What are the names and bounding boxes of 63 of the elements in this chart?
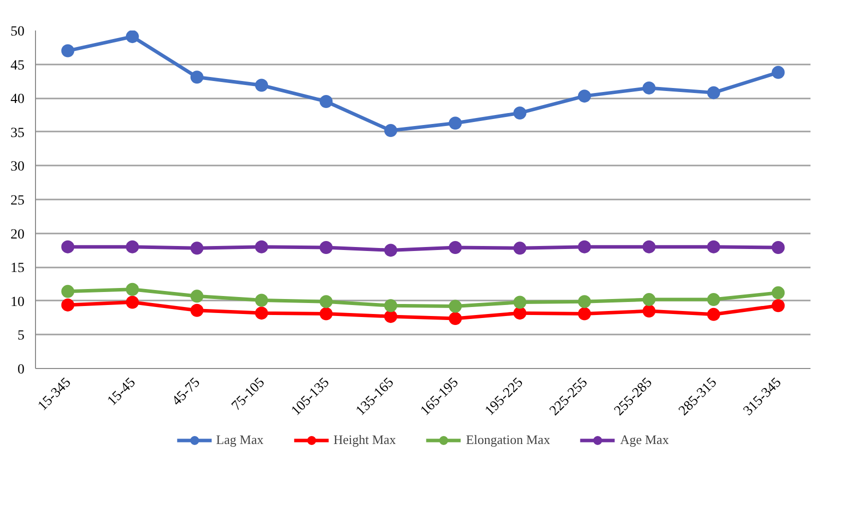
legend-label: Lag Max [216,432,264,448]
y-tick-label: 10 [10,294,24,310]
point [578,240,591,254]
point [448,116,462,130]
point [772,286,785,300]
point [707,240,720,254]
point [320,241,333,254]
point [126,30,139,44]
y-tick-label: 35 [10,126,24,141]
y-tick-label: 15 [10,261,24,276]
point [772,66,785,79]
y-tick-label: 45 [10,58,24,74]
point [448,300,462,313]
point [772,299,785,312]
point [642,293,656,306]
point [320,94,333,108]
point [578,307,591,320]
y-tick-label: 0 [18,362,24,378]
point [190,70,204,84]
y-tick-label: 40 [10,92,24,108]
y-tick-label: 5 [18,328,24,344]
point [255,78,268,92]
point [513,306,526,320]
point [126,240,139,254]
point [320,295,333,308]
point [61,44,74,58]
point [255,240,268,254]
point [513,296,526,309]
point [707,293,720,306]
point [707,308,720,321]
point [61,284,74,298]
point [384,124,398,138]
point [126,282,139,296]
point [255,306,268,320]
point [642,81,656,94]
y-tick-label: 30 [10,160,24,175]
legend-label: Age Max [620,432,669,448]
point [255,294,268,307]
point [126,296,139,309]
point [578,295,591,308]
point [513,106,526,120]
y-tick-label: 20 [10,227,24,242]
y-tick-label: 25 [10,194,24,208]
point [61,298,74,312]
point [513,242,526,255]
legend-label: Elongation Max [466,432,550,448]
legend-label: Height Max [333,432,396,448]
point [190,242,204,255]
point [61,240,74,254]
point [707,86,720,100]
point [190,304,204,317]
point [642,240,656,254]
point [384,310,398,323]
point [772,241,785,254]
point [578,90,591,103]
point [448,241,462,254]
point [642,304,656,318]
point [448,312,462,325]
y-tick-label: 50 [10,24,24,40]
point [320,307,333,320]
point [384,244,398,257]
point [190,290,204,303]
point [384,299,398,312]
